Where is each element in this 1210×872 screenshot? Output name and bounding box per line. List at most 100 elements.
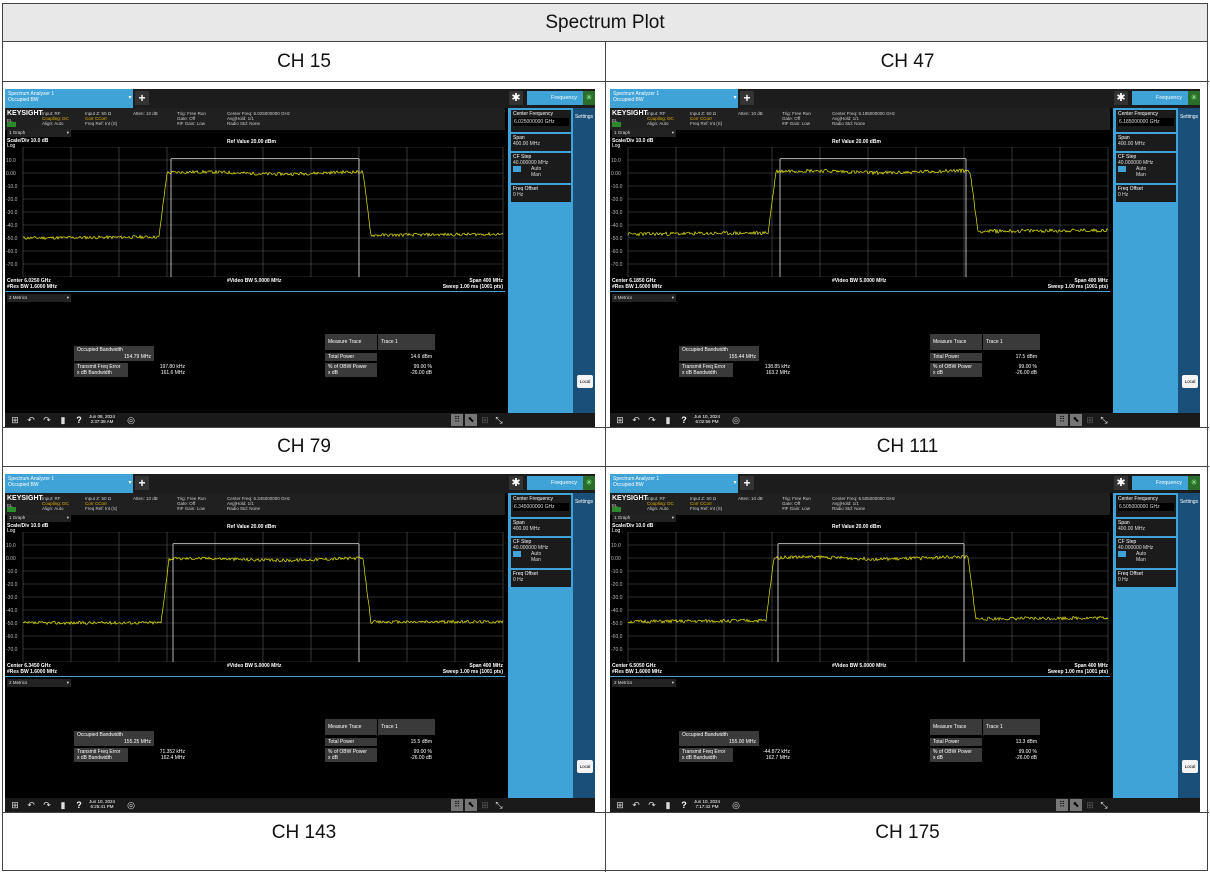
metrics-select[interactable]: 2 Metrics ▾	[612, 294, 676, 302]
windows-icon[interactable]: ⊞	[616, 800, 624, 810]
spectrum-plot[interactable]: 10.0 0.00 -10.0 -20.0 -30.0 -40.0 -50.0 -60.0 -7…	[5, 532, 505, 662]
undo-icon[interactable]: ↶	[632, 800, 640, 810]
local-button[interactable]: Local	[1182, 760, 1198, 773]
tab-spectrum-analyzer[interactable]: Spectrum Analyzer 1 Occupied BW	[610, 89, 732, 108]
spark-icon[interactable]: ✳	[1188, 91, 1200, 105]
center-frequency-key[interactable]: Center Frequency 6.185000000 GHz	[1116, 110, 1176, 132]
chevron-down-icon[interactable]: ▾	[127, 89, 133, 108]
measure-trace-value[interactable]: Trace 1	[378, 334, 435, 350]
add-screen-icon[interactable]: +	[740, 91, 754, 105]
cursor-icon[interactable]: ⬉	[1070, 799, 1082, 811]
help-icon[interactable]: ?	[76, 415, 82, 425]
grid-view-icon[interactable]: ⠿	[451, 799, 463, 811]
local-button[interactable]: Local	[577, 760, 593, 773]
chat-icon[interactable]: ◎	[732, 415, 740, 425]
add-screen-icon[interactable]: +	[740, 476, 754, 490]
file-icon[interactable]: ▮	[60, 800, 66, 810]
measure-trace-value[interactable]: Trace 1	[378, 719, 435, 735]
gear-icon[interactable]: ✱	[1114, 91, 1128, 105]
measure-trace-value[interactable]: Trace 1	[983, 334, 1040, 350]
grid-view-icon[interactable]: ⠿	[1056, 799, 1068, 811]
settings-tab[interactable]: Settings	[573, 493, 595, 798]
spark-icon[interactable]: ✳	[1188, 476, 1200, 490]
redo-icon[interactable]: ↷	[648, 415, 656, 425]
split-view-icon[interactable]: ⊞	[1086, 800, 1094, 810]
span-key[interactable]: Span 400.00 MHz	[1116, 519, 1176, 536]
chat-icon[interactable]: ◎	[127, 415, 135, 425]
mode-menu-button[interactable]: Frequency	[1132, 91, 1188, 105]
tab-spectrum-analyzer[interactable]: Spectrum Analyzer 1 Occupied BW	[610, 474, 732, 493]
chat-icon[interactable]: ◎	[127, 800, 135, 810]
add-screen-icon[interactable]: +	[135, 91, 149, 105]
metrics-select[interactable]: 2 Metrics ▾	[612, 679, 676, 687]
fullscreen-icon[interactable]: ⤡	[495, 415, 503, 425]
cf-step-key[interactable]: CF Step 40.000000 MHz Auto Man	[511, 153, 571, 183]
file-icon[interactable]: ▮	[665, 800, 671, 810]
span-key[interactable]: Span 400.00 MHz	[511, 519, 571, 536]
freq-offset-key[interactable]: Freq Offset 0 Hz	[1116, 185, 1176, 202]
local-button[interactable]: Local	[577, 375, 593, 388]
graph-select[interactable]: 1 Graph ▾	[612, 129, 676, 137]
chevron-down-icon[interactable]: ▾	[732, 89, 738, 108]
center-frequency-key[interactable]: Center Frequency 6.505000000 GHz	[1116, 495, 1176, 517]
local-button[interactable]: Local	[1182, 375, 1198, 388]
fullscreen-icon[interactable]: ⤡	[1100, 415, 1108, 425]
span-key[interactable]: Span 400.00 MHz	[1116, 134, 1176, 151]
cursor-icon[interactable]: ⬉	[465, 414, 477, 426]
graph-select[interactable]: 1 Graph ▾	[7, 129, 71, 137]
fullscreen-icon[interactable]: ⤡	[495, 800, 503, 810]
windows-icon[interactable]: ⊞	[616, 415, 624, 425]
split-view-icon[interactable]: ⊞	[481, 415, 489, 425]
spectrum-plot[interactable]: 10.0 0.00 -10.0 -20.0 -30.0 -40.0 -50.0 -60.0 -7…	[610, 147, 1110, 277]
add-screen-icon[interactable]: +	[135, 476, 149, 490]
spectrum-plot[interactable]: 10.0 0.00 -10.0 -20.0 -30.0 -40.0 -50.0 -60.0 -7…	[5, 147, 505, 277]
help-icon[interactable]: ?	[681, 415, 687, 425]
mode-menu-button[interactable]: Frequency	[1132, 476, 1188, 490]
redo-icon[interactable]: ↷	[43, 800, 51, 810]
spark-icon[interactable]: ✳	[583, 91, 595, 105]
chevron-down-icon[interactable]: ▾	[127, 474, 133, 493]
fullscreen-icon[interactable]: ⤡	[1100, 800, 1108, 810]
mode-menu-button[interactable]: Frequency	[527, 91, 583, 105]
redo-icon[interactable]: ↷	[648, 800, 656, 810]
file-icon[interactable]: ▮	[665, 415, 671, 425]
settings-tab[interactable]: Settings	[1178, 493, 1200, 798]
mode-menu-button[interactable]: Frequency	[527, 476, 583, 490]
span-key[interactable]: Span 400.00 MHz	[511, 134, 571, 151]
help-icon[interactable]: ?	[681, 800, 687, 810]
file-icon[interactable]: ▮	[60, 415, 66, 425]
center-frequency-key[interactable]: Center Frequency 6.025000000 GHz	[511, 110, 571, 132]
chat-icon[interactable]: ◎	[732, 800, 740, 810]
gear-icon[interactable]: ✱	[509, 91, 523, 105]
split-view-icon[interactable]: ⊞	[481, 800, 489, 810]
graph-select[interactable]: 1 Graph ▾	[612, 514, 676, 522]
chevron-down-icon[interactable]: ▾	[732, 474, 738, 493]
windows-icon[interactable]: ⊞	[11, 800, 19, 810]
settings-tab[interactable]: Settings	[573, 108, 595, 413]
settings-tab[interactable]: Settings	[1178, 108, 1200, 413]
cursor-icon[interactable]: ⬉	[1070, 414, 1082, 426]
undo-icon[interactable]: ↶	[632, 415, 640, 425]
gear-icon[interactable]: ✱	[1114, 476, 1128, 490]
cf-step-key[interactable]: CF Step 40.000000 MHz Auto Man	[511, 538, 571, 568]
tab-spectrum-analyzer[interactable]: Spectrum Analyzer 1 Occupied BW	[5, 474, 127, 493]
cf-step-key[interactable]: CF Step 40.000000 MHz Auto Man	[1116, 153, 1176, 183]
metrics-select[interactable]: 2 Metrics ▾	[7, 679, 71, 687]
undo-icon[interactable]: ↶	[27, 800, 35, 810]
grid-view-icon[interactable]: ⠿	[451, 414, 463, 426]
cursor-icon[interactable]: ⬉	[465, 799, 477, 811]
freq-offset-key[interactable]: Freq Offset 0 Hz	[511, 570, 571, 587]
gear-icon[interactable]: ✱	[509, 476, 523, 490]
center-frequency-key[interactable]: Center Frequency 6.345000000 GHz	[511, 495, 571, 517]
metrics-select[interactable]: 2 Metrics ▾	[7, 294, 71, 302]
undo-icon[interactable]: ↶	[27, 415, 35, 425]
cf-step-key[interactable]: CF Step 40.000000 MHz Auto Man	[1116, 538, 1176, 568]
windows-icon[interactable]: ⊞	[11, 415, 19, 425]
redo-icon[interactable]: ↷	[43, 415, 51, 425]
spark-icon[interactable]: ✳	[583, 476, 595, 490]
help-icon[interactable]: ?	[76, 800, 82, 810]
freq-offset-key[interactable]: Freq Offset 0 Hz	[511, 185, 571, 202]
grid-view-icon[interactable]: ⠿	[1056, 414, 1068, 426]
tab-spectrum-analyzer[interactable]: Spectrum Analyzer 1 Occupied BW	[5, 89, 127, 108]
freq-offset-key[interactable]: Freq Offset 0 Hz	[1116, 570, 1176, 587]
